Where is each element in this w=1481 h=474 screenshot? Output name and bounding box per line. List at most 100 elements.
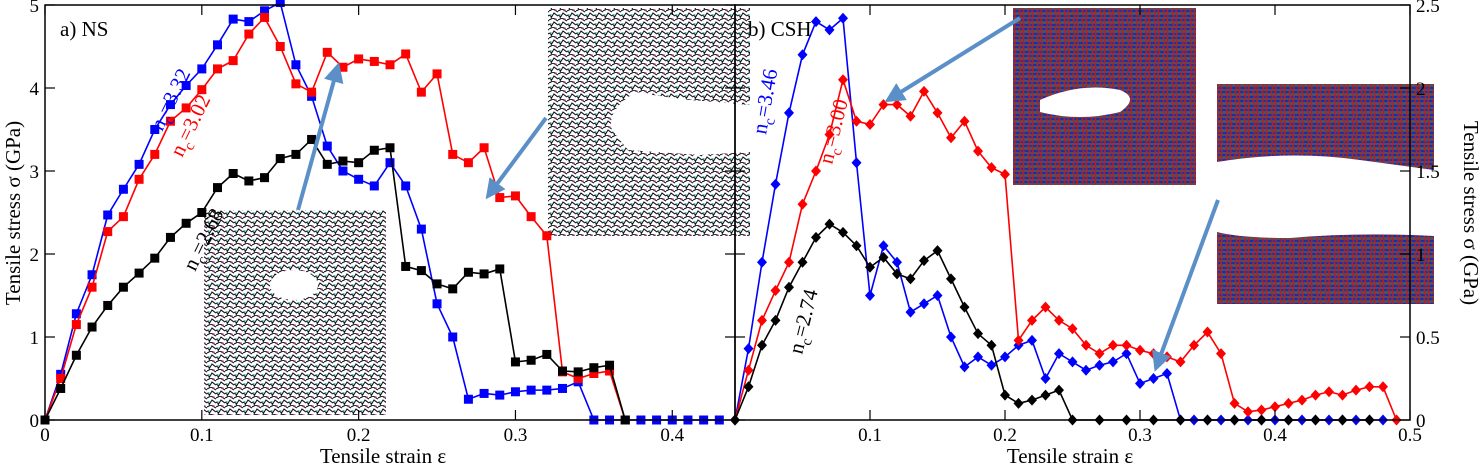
ns-point-1-35: [589, 369, 599, 379]
ns-x-tick-label-0: 0: [40, 425, 50, 446]
csh-y-tick-label-1: 0.5: [1416, 328, 1440, 349]
csh-point-0-11: [878, 240, 889, 252]
ns-point-1-28: [479, 143, 489, 153]
csh-point-0-6: [811, 16, 821, 28]
ns-point-2-2: [71, 350, 81, 360]
ns-inset-arrow-hole: [296, 62, 344, 211]
ns-point-1-26: [448, 149, 458, 159]
ns-point-2-36: [605, 360, 615, 370]
ns-point-0-27: [463, 394, 473, 404]
csh-point-1-45: [1337, 389, 1348, 401]
ns-point-2-27: [463, 267, 473, 277]
csh-point-2-2: [757, 339, 767, 351]
ns-inset-arrow-crack: [485, 116, 548, 200]
csh-point-2-12: [892, 268, 902, 280]
ns-point-1-5: [118, 212, 128, 222]
ns-point-2-11: [213, 183, 222, 193]
csh-point-0-19: [986, 359, 997, 371]
ns-point-0-31: [526, 385, 536, 395]
csh-point-2-18: [973, 328, 983, 340]
ns-point-2-28: [479, 269, 489, 279]
ns-point-1-16: [291, 79, 301, 89]
ns-point-0-20: [354, 174, 364, 184]
ns-point-0-8: [165, 100, 175, 110]
ns-point-1-4: [103, 227, 113, 237]
ns-y-tick-label-3: 3: [30, 162, 40, 183]
ns-point-1-14: [260, 12, 270, 22]
panel-b-x-axis-label: Tensile strain ε: [1007, 444, 1133, 468]
csh-point-2-23: [1040, 389, 1051, 401]
csh-point-2-7: [824, 218, 835, 230]
ns-point-1-19: [338, 62, 348, 72]
csh-point-1-20: [1000, 168, 1010, 180]
csh-point-1-30: [1135, 344, 1145, 356]
ns-y-tick-label-5: 5: [30, 0, 40, 17]
csh-point-0-27: [1094, 359, 1105, 371]
ns-point-1-34: [573, 374, 583, 383]
csh-point-0-29: [1121, 348, 1132, 360]
csh-point-0-8: [838, 12, 848, 24]
csh-x-tick-label-0: 0.1: [858, 425, 882, 446]
ns-point-0-7: [150, 125, 160, 134]
csh-point-1-18: [973, 145, 983, 157]
ns-point-2-31: [526, 355, 536, 365]
ns-point-1-20: [354, 54, 364, 64]
ns-point-2-24: [416, 266, 426, 276]
csh-point-0-22: [1027, 334, 1037, 346]
ns-point-1-9: [181, 103, 191, 113]
csh-point-1-29: [1121, 339, 1132, 351]
csh-label-red-main: nc=3.00: [814, 97, 858, 168]
csh-label-black-value: =2.74: [788, 286, 823, 339]
csh-point-0-32: [1162, 368, 1172, 380]
ns-point-1-11: [213, 64, 222, 74]
ns-point-1-32: [542, 231, 552, 241]
ns-point-2-32: [542, 349, 552, 359]
csh-x-tick-label-3: 0.4: [1263, 425, 1287, 446]
ns-point-2-15: [275, 154, 285, 164]
ns-point-2-3: [87, 322, 97, 332]
ns-point-0-29: [495, 390, 505, 400]
ns-point-2-6: [134, 268, 144, 278]
ns-point-1-22: [385, 60, 395, 70]
csh-point-1-9: [851, 115, 862, 127]
csh-point-1-5: [797, 198, 808, 210]
csh-point-0-4: [784, 107, 794, 119]
ns-point-0-11: [213, 40, 222, 50]
csh-series-label-blue: nc=3.46: [747, 67, 782, 136]
csh-point-0-26: [1081, 364, 1091, 376]
csh-y-tick-label-5: 2.5: [1416, 0, 1440, 17]
csh-point-0-30: [1135, 377, 1145, 389]
csh-point-0-31: [1148, 373, 1159, 384]
ns-point-2-17: [307, 134, 317, 144]
csh-point-0-18: [973, 351, 983, 363]
csh-point-0-28: [1108, 356, 1118, 368]
ns-point-1-29: [495, 193, 505, 203]
csh-point-1-23: [1040, 301, 1051, 313]
ns-point-1-10: [197, 85, 207, 95]
ns-point-1-27: [463, 158, 473, 168]
csh-point-0-1: [743, 343, 754, 355]
csh-label-black-main: nc=2.74: [784, 286, 828, 357]
ns-point-1-18: [322, 47, 332, 57]
ns-y-tick-label-0: 0: [30, 411, 40, 432]
csh-point-1-38: [1243, 406, 1253, 418]
csh-series-label-black: nc=2.74: [784, 286, 828, 357]
csh-point-1-40: [1270, 401, 1280, 413]
csh-point-0-12: [892, 256, 902, 268]
csh-x-tick-label-2: 0.3: [1128, 425, 1152, 446]
csh-point-2-10: [865, 261, 875, 273]
csh-series-label-red: nc=3.00: [814, 97, 858, 168]
csh-point-2-21: [1013, 397, 1024, 409]
csh-y-tick-label-0: 0: [1416, 411, 1426, 432]
csh-point-1-2: [757, 314, 767, 326]
ns-point-1-15: [275, 42, 285, 51]
csh-point-1-48: [1378, 381, 1388, 393]
csh-inset-bottom-void: [1217, 155, 1434, 238]
ns-point-0-26: [448, 332, 458, 342]
csh-label-black-sub: c: [799, 337, 816, 348]
csh-y-tick-label-3: 1.5: [1416, 162, 1440, 183]
csh-point-1-14: [919, 85, 929, 97]
ns-point-2-23: [401, 261, 411, 271]
ns-point-2-22: [385, 143, 395, 153]
